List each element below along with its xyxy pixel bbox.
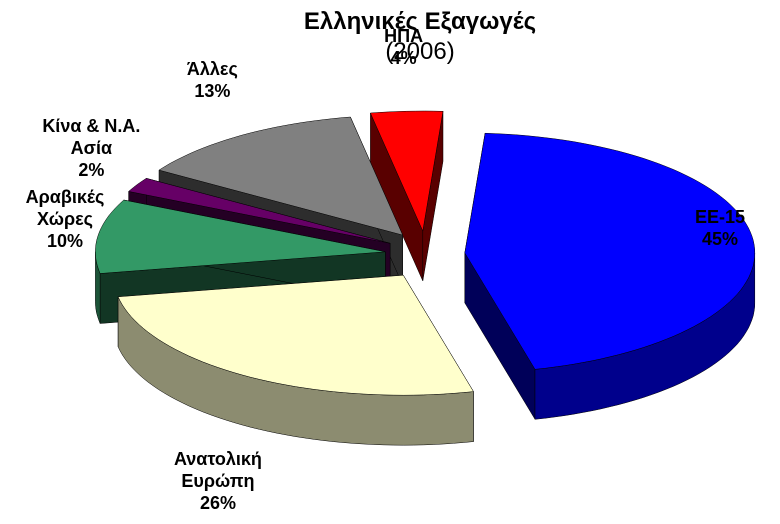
category-label: ΕΕ-15 — [694, 206, 746, 227]
slice — [128, 178, 391, 244]
value-label: 13% — [194, 81, 231, 102]
chart-title: Ελληνικές Εξαγωγές — [303, 8, 537, 35]
category-label: ΗΠΑ — [384, 26, 424, 47]
value-label: 4% — [390, 48, 417, 69]
value-label: 10% — [46, 230, 84, 251]
category-label: Άλλες — [186, 59, 238, 80]
data-label: Κίνα & Ν.Α. Ασία 2% — [31, 115, 151, 181]
value-label: 26% — [199, 493, 236, 514]
value-label: 45% — [701, 228, 739, 249]
slice — [95, 199, 386, 274]
slice — [117, 274, 474, 396]
category-label: Κίνα & Ν.Α. Ασία — [42, 116, 141, 159]
slice — [158, 116, 404, 236]
data-label: Ανατολική Ευρώπη 26% — [158, 448, 278, 514]
category-label: Ανατολική Ευρώπη — [173, 449, 262, 492]
slice — [464, 132, 756, 370]
category-label: Αραβικές Χώρες — [25, 186, 105, 229]
chart-subtitle: (2006) — [385, 38, 455, 65]
data-label: Αραβικές Χώρες 10% — [5, 186, 125, 252]
slice — [370, 110, 444, 232]
data-label: ΕΕ-15 45% — [660, 206, 780, 250]
value-label: 2% — [78, 160, 105, 181]
data-label: Άλλες 13% — [152, 58, 272, 102]
data-label: ΗΠΑ 4% — [344, 25, 464, 69]
